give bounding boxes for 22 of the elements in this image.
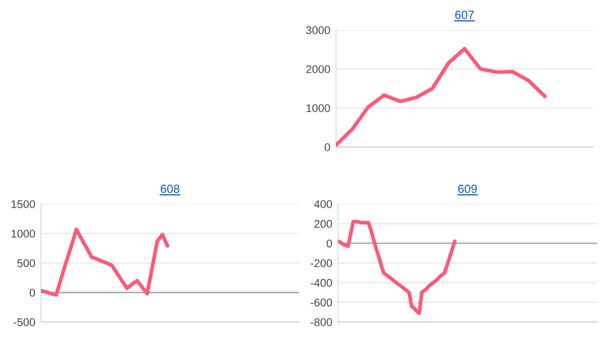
- y-tick-label: -200: [310, 259, 332, 268]
- chart-title: 607: [455, 10, 474, 20]
- line-series: [338, 220, 457, 315]
- y-tick-label: 0: [30, 288, 36, 297]
- y-tick-label: -800: [310, 318, 332, 326]
- y-tick-label: 1500: [12, 200, 36, 208]
- line-series: [336, 46, 547, 147]
- y-tick-label: 500: [17, 259, 36, 268]
- y-tick-label: 400: [314, 200, 332, 208]
- y-tick-label: 3000: [306, 26, 330, 34]
- chart-title: 608: [160, 184, 180, 194]
- y-tick-label: -600: [310, 298, 332, 306]
- y-tick-label: 200: [314, 220, 332, 228]
- y-tick-label: -500: [14, 318, 36, 326]
- y-tick-label: 2000: [306, 65, 330, 74]
- y-tick-label: 0: [324, 143, 330, 152]
- y-tick-label: 1000: [306, 104, 330, 112]
- line-series: [41, 228, 170, 297]
- chart-title: 609: [458, 184, 477, 194]
- y-tick-label: 0: [326, 240, 332, 248]
- y-tick-label: 1000: [12, 230, 36, 238]
- y-tick-label: -400: [310, 278, 332, 287]
